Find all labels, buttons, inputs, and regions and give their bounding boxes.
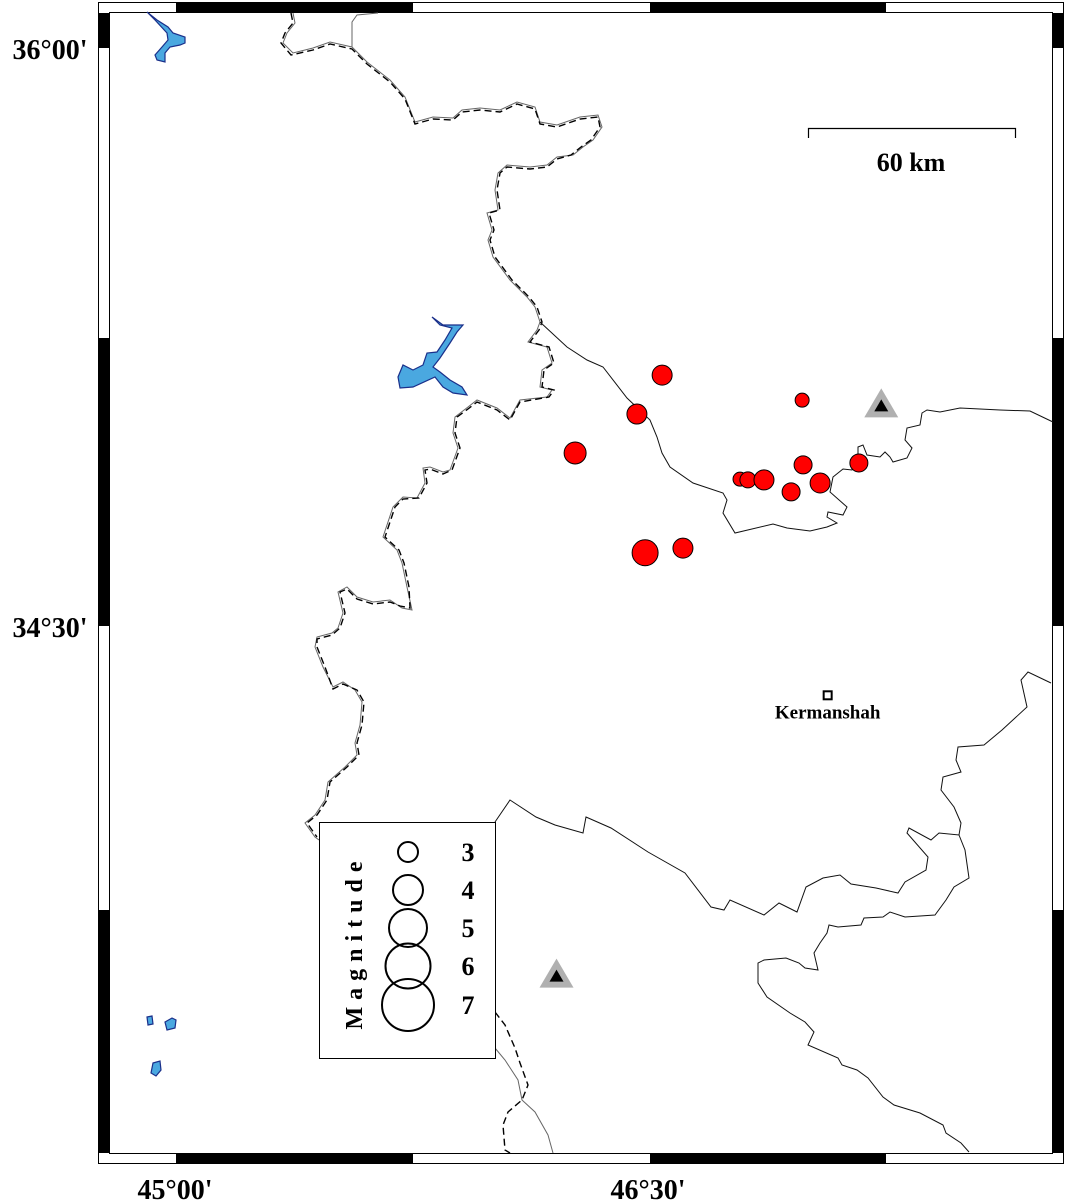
legend-circle-icon — [384, 942, 432, 990]
earthquake-event — [794, 392, 810, 408]
city-kermanshah: Kermanshah — [775, 690, 881, 723]
lake — [150, 1060, 162, 1077]
lake — [164, 1017, 177, 1031]
magnitude-legend: Magnitude 3 4 5 6 7 — [319, 822, 496, 1059]
earthquake-event — [563, 441, 587, 465]
lon-label-right: 46°30' — [611, 1175, 686, 1203]
lakes — [146, 11, 469, 1077]
earthquake-event — [631, 539, 659, 567]
legend-circle-icon — [397, 841, 419, 863]
legend-label: 6 — [462, 952, 475, 981]
scale-bar: 60 km — [807, 127, 1017, 177]
lake — [146, 1015, 154, 1026]
legend-title: Magnitude — [342, 854, 368, 1029]
earthquake-event — [781, 482, 801, 502]
lat-label-bottom: 34°30' — [13, 613, 88, 644]
legend-circle-icon — [388, 908, 428, 948]
legend-label: 3 — [462, 838, 475, 867]
earthquake-event — [672, 537, 694, 559]
earthquake-event — [651, 364, 673, 386]
earthquake-event — [793, 455, 813, 475]
seismic-stations — [539, 388, 899, 988]
lat-label-top: 36°00' — [13, 35, 88, 66]
map-frame — [98, 2, 1064, 1164]
legend-circle-icon — [381, 978, 435, 1032]
earthquake-event — [626, 403, 648, 425]
earthquake-events — [563, 364, 869, 567]
legend-label: 7 — [462, 991, 475, 1020]
earthquake-event — [809, 472, 831, 494]
legend-circle-icon — [392, 874, 424, 906]
earthquake-event — [753, 469, 775, 491]
station-triangle-icon — [864, 388, 899, 418]
legend-label: 5 — [462, 914, 475, 943]
city-label: Kermanshah — [775, 702, 881, 723]
city-marker-icon — [822, 690, 833, 701]
legend-label: 4 — [462, 876, 475, 905]
lon-label-left: 45°00' — [138, 1175, 213, 1203]
station-triangle-icon — [539, 958, 574, 988]
province-boundaries — [494, 321, 1054, 1153]
international-border — [280, 12, 603, 1154]
earthquake-event — [849, 453, 869, 473]
lake — [397, 316, 469, 396]
lake — [146, 11, 186, 63]
scale-bar-label: 60 km — [877, 148, 946, 177]
